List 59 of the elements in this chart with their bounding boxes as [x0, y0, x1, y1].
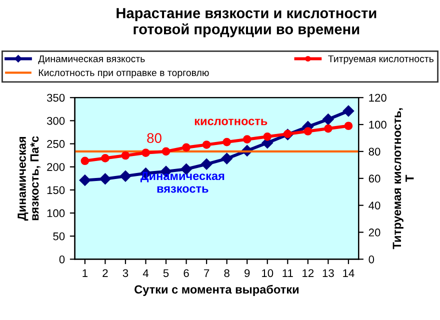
x-tick-label: 8 — [224, 269, 230, 278]
y2-tick-label: 120 — [369, 94, 386, 102]
y-tick-label: 150 — [47, 186, 65, 194]
point — [200, 158, 212, 170]
point — [100, 173, 111, 184]
point — [263, 132, 272, 141]
point — [342, 105, 354, 117]
x-tick-label: 11 — [282, 269, 293, 277]
x-tick-label: 1 — [82, 269, 88, 277]
point — [120, 170, 132, 182]
y-tick-label: 50 — [53, 232, 65, 240]
y2-tick-label: 100 — [369, 120, 386, 129]
y-tick-label: 300 — [46, 116, 65, 125]
point — [322, 114, 334, 125]
y-axis-title: Динамическая вязкость, Па*с — [18, 136, 40, 221]
legend-label: Титруемая кислотность — [328, 55, 434, 64]
point — [222, 138, 232, 146]
y-tick-label: 0 — [59, 255, 65, 264]
annotation: кислотность — [194, 118, 268, 126]
y-tick-label: 100 — [47, 209, 65, 218]
point — [80, 156, 90, 166]
x-tick-label: 3 — [122, 269, 128, 278]
point — [202, 140, 211, 149]
x-tick-label: 7 — [204, 269, 210, 277]
y2-tick-label: 20 — [368, 228, 380, 236]
point — [142, 148, 150, 157]
x-tick-label: 10 — [262, 269, 274, 278]
point — [182, 143, 190, 152]
point — [344, 122, 353, 130]
y2-tick-label: 60 — [368, 174, 380, 183]
y2-tick-label: 80 — [368, 148, 380, 156]
point — [304, 127, 312, 136]
y2-tick-label: 40 — [368, 202, 380, 210]
x-axis-title: Сутки с момента выработки — [134, 284, 299, 296]
x-tick-label: 4 — [142, 269, 149, 277]
x-tick-label: 5 — [163, 269, 169, 278]
annotation: 80 — [147, 133, 162, 143]
point — [79, 174, 91, 186]
chart-title: Нарастание вязкости и кислотности готовой продукции во времени — [116, 8, 376, 38]
x-tick-label: 6 — [184, 269, 189, 278]
y-tick-label: 200 — [47, 163, 65, 171]
y2-tick-label: 0 — [368, 255, 374, 264]
annotation: Динамическая вязкость — [140, 172, 224, 193]
x-tick-label: 13 — [322, 269, 334, 278]
point — [101, 154, 110, 162]
point — [121, 151, 130, 160]
y2-axis-title: Титруемая кислотность, Т — [392, 108, 414, 250]
point — [162, 147, 170, 156]
point — [221, 152, 232, 164]
legend-label: Динамическая вязкость — [38, 55, 145, 64]
x-tick-label: 14 — [343, 269, 354, 277]
y-tick-label: 350 — [46, 94, 65, 102]
legend-label: Кислотность при отправке в торговлю — [38, 69, 209, 78]
x-tick-label: 2 — [102, 269, 108, 277]
point — [324, 124, 332, 133]
point — [242, 135, 252, 144]
x-tick-label: 12 — [302, 269, 314, 277]
y-tick-label: 250 — [47, 140, 65, 148]
x-tick-label: 9 — [244, 269, 250, 278]
